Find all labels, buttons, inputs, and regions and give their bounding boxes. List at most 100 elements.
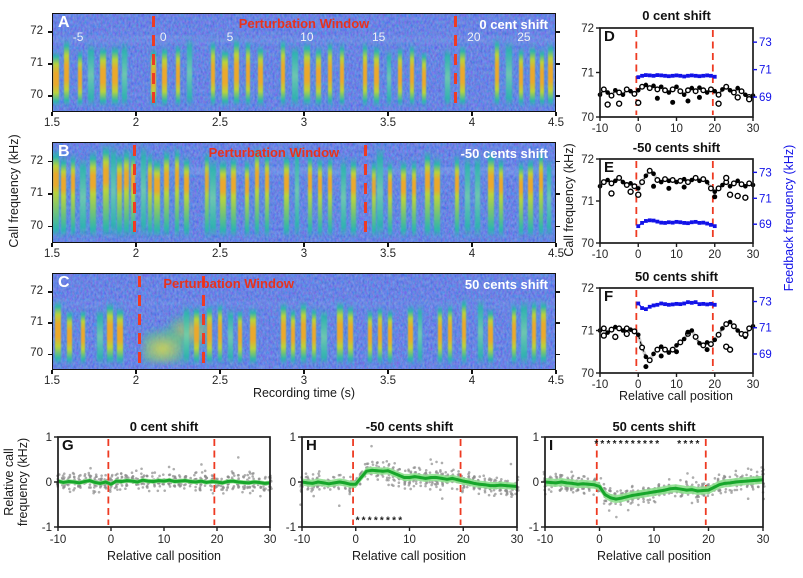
significance-asterisks: **** bbox=[677, 439, 701, 450]
x-tick-label: 2 bbox=[132, 248, 140, 260]
call-frequency-outlier-marker bbox=[608, 190, 615, 197]
scatter-dot bbox=[697, 495, 701, 499]
x-tick-label: 4 bbox=[468, 117, 476, 129]
call-frequency-marker bbox=[681, 176, 687, 182]
scatter-dot bbox=[735, 475, 739, 478]
scatter-dot bbox=[434, 483, 438, 486]
y-tick-right bbox=[556, 160, 560, 163]
x-tick-label: 20 bbox=[708, 123, 721, 135]
call-frequency-marker bbox=[631, 183, 638, 190]
panel-title-i: 50 cents shift bbox=[612, 419, 696, 434]
call-streak bbox=[117, 152, 123, 239]
x-tick-label: 1.5 bbox=[44, 117, 60, 129]
feedback-frequency-marker bbox=[697, 221, 702, 225]
call-frequency-marker bbox=[658, 84, 664, 90]
call-streak bbox=[280, 302, 286, 366]
scatter-dot bbox=[194, 489, 197, 492]
scatter-dot bbox=[495, 476, 499, 480]
scatter-dot bbox=[108, 488, 112, 492]
call-streak bbox=[140, 143, 146, 239]
scatter-dot bbox=[749, 468, 753, 471]
call-frequency-outlier-marker bbox=[734, 94, 741, 101]
scatter-dot bbox=[116, 488, 119, 491]
call-streak bbox=[246, 40, 251, 108]
scatter-dot bbox=[652, 496, 655, 499]
x-tick-label: 10 bbox=[158, 534, 171, 546]
call-streak bbox=[459, 45, 465, 108]
scatter-dot bbox=[68, 490, 72, 494]
call-frequency-marker bbox=[715, 185, 722, 192]
scatter-dot bbox=[331, 475, 335, 479]
scatter-dot bbox=[741, 474, 744, 478]
scatter-dot bbox=[342, 476, 346, 479]
scatter-dot bbox=[146, 486, 149, 489]
scatter-dot bbox=[231, 486, 235, 490]
call-streak bbox=[320, 309, 327, 366]
scatter-dot bbox=[194, 471, 198, 474]
x-tick bbox=[135, 243, 137, 247]
call-frequency-marker bbox=[681, 336, 687, 342]
y-tick-right bbox=[556, 31, 560, 33]
scatter-dot bbox=[602, 502, 606, 505]
scatter-dot bbox=[130, 471, 134, 475]
y-tick bbox=[48, 95, 52, 97]
call-streak bbox=[374, 45, 380, 108]
scatter-dot bbox=[92, 486, 96, 489]
call-streak bbox=[464, 154, 470, 239]
call-frequency-marker bbox=[605, 90, 610, 95]
y-tick-left-label: 70 bbox=[581, 112, 594, 124]
scatter-dot bbox=[62, 485, 65, 489]
feedback-frequency-marker bbox=[686, 300, 690, 305]
scatter-dot bbox=[317, 472, 320, 475]
panel-letter-c: C bbox=[58, 274, 70, 291]
scatter-dot bbox=[153, 471, 157, 474]
scatter-dot bbox=[92, 491, 95, 495]
call-frequency-outlier-marker bbox=[658, 353, 664, 359]
y-tick-left-label: 71 bbox=[581, 68, 594, 80]
y-tick-right-label: 73 bbox=[759, 167, 772, 179]
scatter-dot bbox=[608, 486, 612, 490]
recording-time-axis-label: Recording time (s) bbox=[252, 386, 356, 400]
feedback-frequency-marker bbox=[636, 224, 641, 229]
scatter-dot bbox=[745, 473, 748, 477]
feedback-frequency-marker bbox=[663, 73, 667, 78]
scatter-dot bbox=[499, 492, 503, 496]
scatter-dot bbox=[371, 460, 374, 464]
scatter-dot bbox=[467, 475, 471, 478]
x-tick-label: 1.5 bbox=[44, 375, 60, 387]
scatter-dot bbox=[167, 465, 171, 469]
scatter-dot bbox=[385, 459, 389, 463]
scatter-dot bbox=[71, 471, 75, 475]
call-frequency-marker bbox=[628, 181, 633, 186]
scatter-dot bbox=[387, 478, 390, 482]
call-streak bbox=[347, 304, 353, 366]
call-streak bbox=[230, 155, 236, 239]
scatter-dot bbox=[318, 470, 321, 473]
call-frequency-outlier-marker bbox=[712, 194, 718, 200]
y-tick-right-label: 69 bbox=[759, 92, 772, 104]
scatter-dot bbox=[189, 476, 192, 480]
spectrogram-noise-texture bbox=[53, 143, 555, 242]
scatter-dot bbox=[173, 476, 177, 480]
scatter-dot bbox=[100, 474, 103, 477]
scatter-dot bbox=[599, 477, 603, 480]
scatter-dot bbox=[602, 482, 606, 486]
feedback-frequency-marker bbox=[655, 302, 660, 307]
y-tick-right-label: 71 bbox=[759, 65, 772, 77]
call-frequency-marker bbox=[681, 92, 687, 98]
call-frequency-marker bbox=[707, 185, 714, 192]
scatter-dot bbox=[135, 469, 138, 473]
scatter-dot bbox=[734, 473, 737, 476]
scatter-dot bbox=[194, 485, 197, 489]
call-streak bbox=[421, 50, 426, 108]
feedback-frequency-marker bbox=[674, 219, 679, 224]
x-tick-label: 2 bbox=[132, 117, 140, 129]
feedback-frequency-marker bbox=[647, 304, 652, 309]
call-frequency-marker bbox=[689, 328, 695, 333]
x-tick-label: 20 bbox=[211, 534, 224, 546]
scatter-dot bbox=[118, 488, 122, 491]
scatter-dot bbox=[168, 473, 172, 476]
feedback-frequency-marker bbox=[655, 219, 660, 224]
call-streak bbox=[505, 41, 512, 108]
x-tick-label: 0 bbox=[108, 534, 114, 546]
